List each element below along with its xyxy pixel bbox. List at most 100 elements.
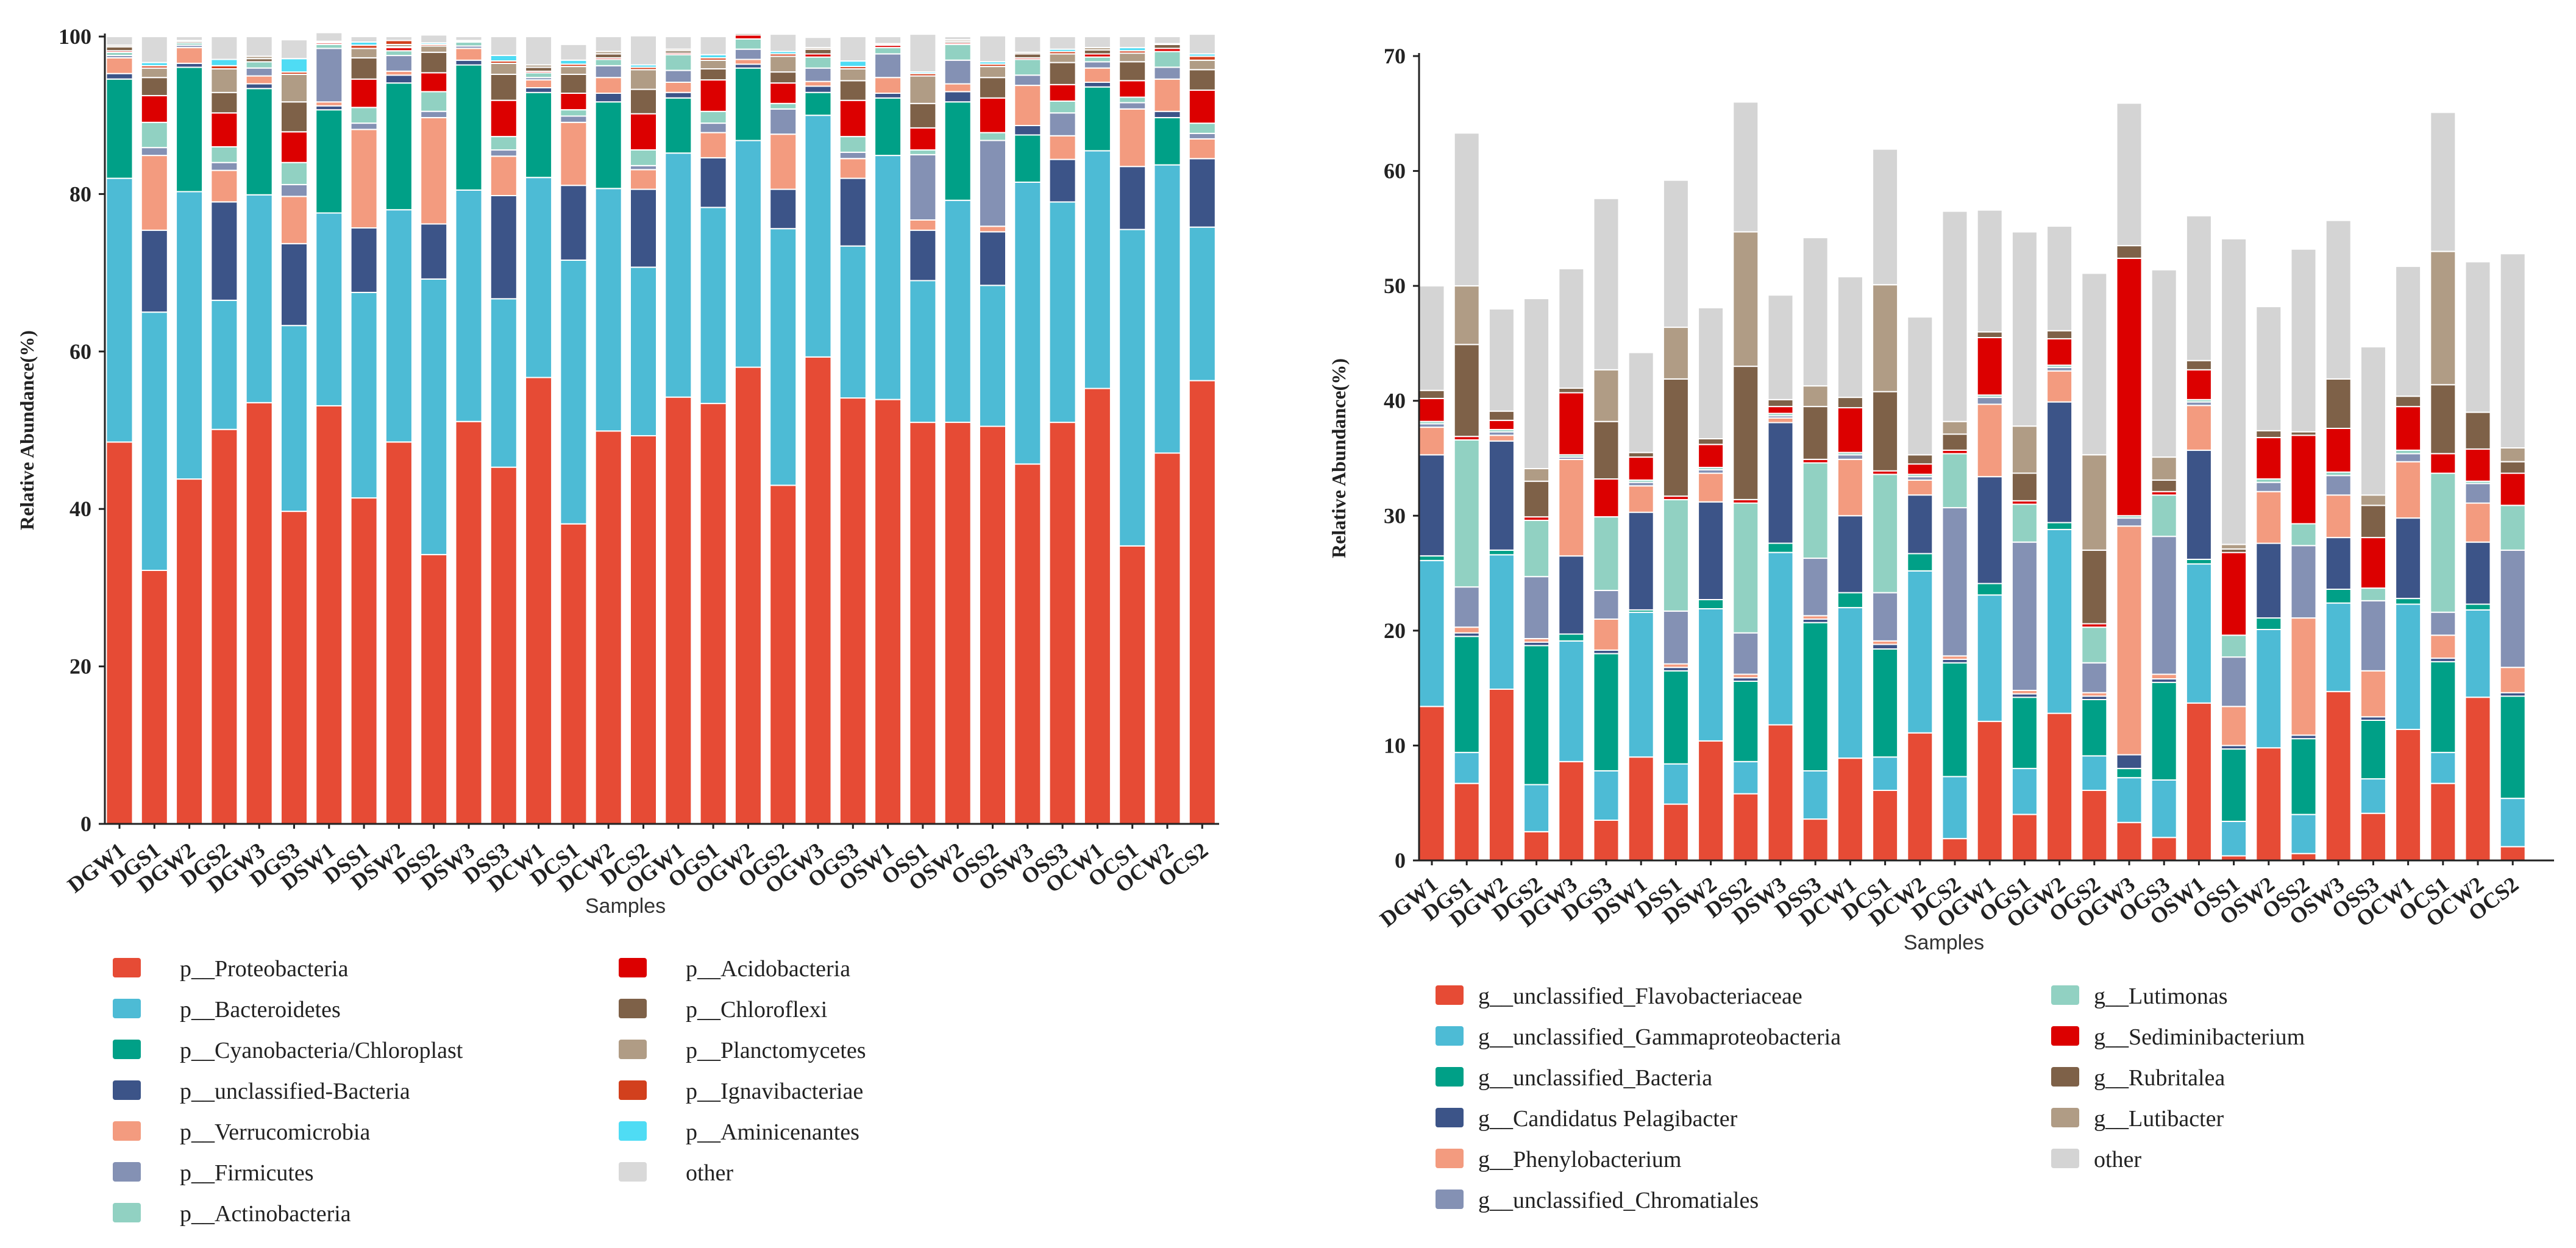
bar-stack-ogw1 [664, 36, 692, 824]
bar-stack-dcs1 [1872, 148, 1899, 861]
bar-segment [664, 69, 692, 83]
bar-segment [979, 225, 1006, 233]
bar-stack-ocs2 [2499, 253, 2526, 862]
bar-stack-ogw3 [804, 37, 832, 824]
y-tick-label: 0 [80, 812, 91, 836]
bar-segment [385, 55, 413, 72]
bar-stack-ogs3 [2151, 269, 2177, 862]
bar-segment [245, 75, 273, 85]
legend-swatch [619, 1040, 647, 1059]
bar-segment [420, 278, 448, 556]
bar-segment [385, 209, 413, 443]
bar-segment [2325, 428, 2352, 473]
bar-segment [1802, 818, 1829, 861]
bar-segment [2360, 537, 2386, 589]
bar-segment [560, 259, 588, 525]
y-tick-label: 60 [69, 339, 91, 364]
bar-segment [699, 207, 727, 405]
bar-segment [1558, 458, 1585, 557]
bar-segment [2116, 821, 2143, 862]
bar-segment [1488, 689, 1515, 861]
bar-segment [489, 99, 518, 138]
bar-segment [2325, 494, 2352, 539]
bar-segment [280, 131, 308, 163]
bar-segment [2116, 102, 2143, 247]
bar-segment [804, 356, 832, 824]
bar-segment [664, 91, 692, 99]
bar-segment [664, 54, 692, 71]
bar-segment [2360, 494, 2386, 506]
bar-segment [1837, 458, 1863, 517]
bar-segment [2395, 266, 2422, 397]
bar-segment [2081, 454, 2108, 551]
bar-segment [1083, 150, 1111, 389]
y-tick-label: 100 [59, 24, 91, 49]
bar-segment [1048, 100, 1076, 114]
bar-segment [664, 36, 692, 50]
bar-segment [839, 158, 867, 179]
bar-segment [245, 83, 273, 90]
legend-swatch [113, 1040, 141, 1059]
bar-segment [350, 78, 378, 108]
bar-segment [699, 59, 727, 70]
legend-item: g__Sediminibacterium [2051, 1024, 2305, 1050]
bar-segment [1941, 838, 1968, 861]
bar-segment [1523, 831, 1550, 862]
bar-segment [525, 177, 553, 378]
bar-segment [1153, 164, 1181, 454]
bar-segment [1523, 645, 1550, 785]
bar-segment [1418, 397, 1445, 422]
bar-stack-oss1 [2221, 238, 2247, 861]
bar-segment [489, 155, 518, 196]
bar-segment [2360, 587, 2386, 601]
legend-swatch [2051, 1108, 2079, 1127]
bar-segment [2221, 748, 2247, 822]
bar-segment [1418, 454, 1445, 557]
bar-segment [769, 55, 797, 73]
bar-segment [1488, 308, 1515, 412]
bar-segment [839, 36, 867, 62]
bar-segment [1153, 66, 1181, 80]
legend-label: p__Verrucomicrobia [180, 1119, 370, 1145]
bar-segment [734, 140, 762, 368]
bar-segment [909, 219, 937, 231]
bar-segment [2046, 338, 2073, 366]
bar-segment [1048, 135, 1076, 160]
bar-segment [210, 68, 238, 93]
bar-segment [2255, 306, 2282, 431]
bar-segment [839, 60, 867, 68]
bar-segment [594, 77, 622, 94]
bar-segment [2430, 661, 2457, 753]
bar-segment [1523, 576, 1550, 640]
bar-segment [176, 36, 204, 41]
bar-segment [1188, 138, 1216, 160]
bar-segment [210, 428, 238, 824]
bar-segment [385, 50, 413, 57]
bar-stack-dsw2 [385, 36, 413, 824]
bar-segment [1119, 229, 1147, 547]
bar-segment [280, 196, 308, 244]
bar-segment [769, 82, 797, 104]
bar-segment [210, 36, 238, 60]
bar-segment [350, 122, 378, 130]
bar-segment [979, 66, 1006, 79]
bar-segment [769, 102, 797, 110]
bar-segment [1119, 80, 1147, 98]
bar-segment [1662, 803, 1689, 861]
bar-segment [2499, 798, 2526, 848]
bar-segment [525, 72, 553, 79]
bar-segment [2360, 346, 2386, 496]
bar-segment [909, 422, 937, 824]
bar-segment [1872, 473, 1899, 594]
bar-segment [944, 43, 972, 61]
legend-item: p__Chloroflexi [619, 997, 827, 1023]
bar-segment [1558, 392, 1585, 456]
bar-segment [2081, 699, 2108, 757]
bar-segment [1837, 454, 1863, 460]
bar-segment [1188, 122, 1216, 134]
bar-segment [420, 51, 448, 74]
bar-segment [280, 101, 308, 133]
bar-segment [2325, 378, 2352, 430]
